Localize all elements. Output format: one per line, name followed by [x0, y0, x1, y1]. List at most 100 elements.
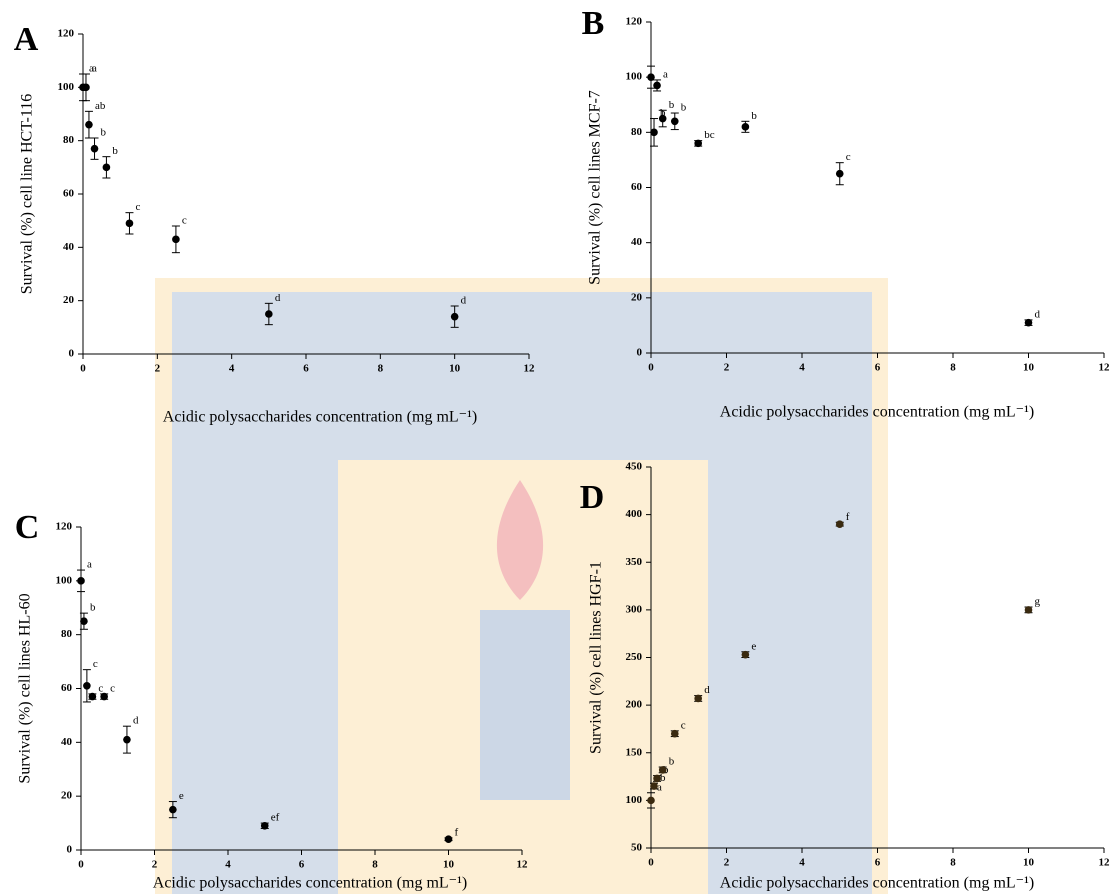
- data-point: [653, 774, 661, 783]
- x-tick-label: 4: [799, 362, 805, 374]
- x-tick-label: 10: [449, 363, 461, 375]
- data-point: [741, 650, 750, 659]
- x-tick-label: 4: [229, 363, 235, 375]
- y-tick-label: 200: [626, 699, 643, 711]
- x-tick-label: 10: [1023, 857, 1035, 869]
- significance-letter: d: [461, 295, 467, 307]
- y-tick-label: 40: [63, 241, 75, 253]
- data-point: [85, 120, 93, 129]
- significance-letter: c: [110, 682, 115, 694]
- y-tick-label: 350: [626, 556, 643, 568]
- significance-letter: d: [704, 684, 710, 696]
- significance-letter: d: [275, 292, 281, 304]
- x-tick-label: 6: [303, 363, 309, 375]
- data-point: [83, 682, 91, 690]
- data-point: [835, 169, 844, 178]
- y-tick-label: 80: [63, 134, 75, 146]
- y-tick-label: 100: [626, 794, 643, 806]
- x-tick-label: 12: [524, 363, 536, 375]
- y-tick-label: 150: [626, 746, 643, 758]
- y-tick-label: 0: [67, 844, 73, 856]
- x-tick-label: 8: [372, 859, 378, 871]
- significance-letter: b: [669, 756, 675, 768]
- x-tick-label: 2: [155, 363, 161, 375]
- data-point: [670, 117, 679, 126]
- y-tick-label: 250: [626, 651, 643, 663]
- x-axis-label: Acidic polysaccharides concentration (mg…: [163, 409, 477, 426]
- data-point: [647, 796, 655, 805]
- data-point: [670, 729, 679, 738]
- x-tick-label: 0: [648, 857, 654, 869]
- y-tick-label: 0: [69, 348, 75, 360]
- significance-letter: f: [455, 826, 459, 838]
- data-point: [82, 83, 90, 92]
- panel-label: A: [14, 21, 39, 58]
- y-tick-label: 20: [631, 291, 643, 303]
- significance-letter: b: [660, 772, 666, 784]
- significance-letter: ef: [271, 812, 280, 824]
- significance-letter: c: [681, 719, 686, 731]
- x-axis-label: Acidic polysaccharides concentration (mg…: [720, 875, 1034, 892]
- y-tick-label: 60: [63, 188, 75, 200]
- data-point: [694, 139, 702, 148]
- y-tick-label: 80: [631, 126, 643, 138]
- x-tick-label: 10: [443, 859, 455, 871]
- significance-letter: c: [846, 151, 851, 163]
- x-tick-label: 12: [1099, 362, 1111, 374]
- significance-letter: c: [93, 658, 98, 670]
- significance-letter: bc: [704, 129, 715, 141]
- data-point: [169, 805, 177, 814]
- significance-letter: c: [182, 215, 187, 227]
- data-point: [88, 692, 97, 701]
- y-tick-label: 40: [61, 736, 73, 748]
- x-tick-label: 8: [950, 857, 956, 869]
- y-tick-label: 120: [58, 28, 75, 40]
- y-tick-label: 400: [626, 508, 643, 520]
- data-point: [653, 81, 661, 90]
- data-point: [100, 692, 108, 701]
- data-point: [450, 312, 459, 321]
- watermark-flame: [496, 480, 544, 600]
- data-point: [260, 821, 269, 830]
- y-axis-label: Survival (%) cell lines MCF-7: [587, 90, 604, 285]
- significance-letter: b: [669, 99, 675, 111]
- significance-letter: d: [133, 715, 139, 727]
- data-point: [80, 617, 88, 626]
- y-tick-label: 50: [631, 842, 643, 854]
- data-point: [835, 520, 844, 528]
- x-tick-label: 6: [875, 362, 881, 374]
- y-tick-label: 300: [626, 603, 643, 615]
- x-tick-label: 2: [152, 859, 158, 871]
- y-tick-label: 60: [61, 682, 73, 694]
- significance-letter: b: [112, 145, 118, 157]
- significance-letter: c: [135, 201, 140, 213]
- x-axis-label: Acidic polysaccharides concentration (mg…: [720, 404, 1034, 421]
- significance-letter: e: [751, 640, 756, 652]
- x-tick-label: 2: [724, 857, 730, 869]
- data-point: [1024, 318, 1033, 327]
- x-tick-label: 6: [875, 857, 881, 869]
- x-tick-label: 4: [225, 859, 231, 871]
- y-axis-label: Survival (%) cell line HCT-116: [19, 94, 36, 295]
- significance-letter: a: [657, 781, 662, 793]
- significance-letter: a: [89, 63, 94, 75]
- y-tick-label: 100: [58, 81, 75, 93]
- data-point: [741, 123, 750, 131]
- x-tick-label: 8: [378, 363, 384, 375]
- y-tick-label: 0: [637, 347, 643, 359]
- data-point: [658, 114, 667, 123]
- y-tick-label: 80: [61, 628, 73, 640]
- y-tick-label: 120: [626, 16, 643, 28]
- y-tick-label: 20: [63, 294, 75, 306]
- x-tick-label: 0: [648, 362, 654, 374]
- significance-letter: d: [1035, 308, 1041, 320]
- x-tick-label: 4: [799, 857, 805, 869]
- watermark-frame: [155, 278, 888, 894]
- y-axis-label: Survival (%) cell lines HGF-1: [588, 561, 605, 754]
- significance-letter: b: [90, 602, 96, 614]
- data-point: [444, 835, 453, 844]
- data-point: [694, 694, 702, 703]
- x-tick-label: 6: [299, 859, 305, 871]
- significance-letter: b: [101, 127, 107, 139]
